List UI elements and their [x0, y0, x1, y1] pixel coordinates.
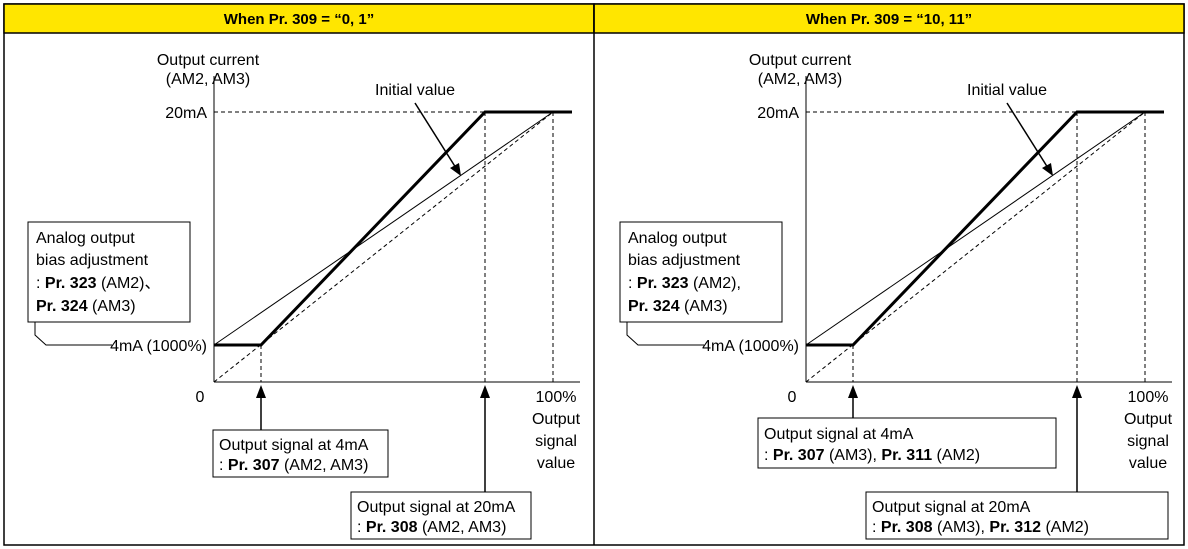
sig4-box-line2: : Pr. 307 (AM3), Pr. 311 (AM2) — [764, 447, 980, 464]
origin-label: 0 — [788, 389, 797, 406]
output-signal-4ma-box — [212, 429, 389, 478]
x-tick-100pct: 100% — [1128, 389, 1169, 406]
initial-value-line — [805, 111, 1146, 346]
y-axis-label-line1: Output current — [157, 52, 260, 69]
y-tick-4ma: 4mA (1000%) — [702, 338, 799, 355]
bias-box-line4: Pr. 324 (AM3) — [628, 298, 728, 315]
initial-value-arrowhead — [1042, 163, 1053, 176]
output-signal-20ma-box — [350, 491, 532, 540]
bias-adjustment-box — [27, 221, 191, 323]
initial-value-arrowhead — [450, 163, 461, 176]
x-axis-label-line2: signal — [1127, 433, 1169, 450]
header-right-bg — [593, 3, 1185, 34]
panel-header: When Pr. 309 = “0, 1” — [224, 11, 374, 28]
adjusted-output-line — [806, 110, 1164, 347]
right-panel: Output current (AM2, AM3) Initial value … — [619, 52, 1173, 540]
bias-box-line1: Analog output — [628, 230, 727, 247]
initial-value-line — [213, 111, 554, 346]
sig20-arrowhead — [480, 385, 490, 398]
x-axis-label-line1: Output — [532, 411, 581, 428]
sig4-box-line2: : Pr. 307 (AM2, AM3) — [219, 457, 368, 474]
sig4-box-line1: Output signal at 4mA — [764, 426, 914, 443]
sig20-box-line1: Output signal at 20mA — [872, 499, 1031, 516]
bias-box-line1: Analog output — [36, 230, 135, 247]
initial-value-label: Initial value — [375, 82, 455, 99]
x-axis-label-line3: value — [537, 455, 575, 472]
sig20-box-line1: Output signal at 20mA — [357, 499, 516, 516]
bias-leader-line — [34, 322, 112, 346]
x-tick-100pct: 100% — [536, 389, 577, 406]
bias-box-line2: bias adjustment — [36, 252, 149, 269]
sig20-box-line2: : Pr. 308 (AM3), Pr. 312 (AM2) — [872, 519, 1089, 536]
x-axis-label-line2: signal — [535, 433, 577, 450]
y-tick-20ma: 20mA — [165, 105, 207, 122]
bias-box-line3: : Pr. 323 (AM2)、 — [36, 275, 161, 292]
left-panel: Output current (AM2, AM3) Initial value … — [27, 52, 581, 540]
initial-value-pointer — [1006, 102, 1049, 169]
panel-header: When Pr. 309 = “10, 11” — [806, 11, 972, 28]
sig4-arrowhead — [848, 385, 858, 398]
x-axis-label-line3: value — [1129, 455, 1167, 472]
sig4-arrowhead — [256, 385, 266, 398]
initial-value-pointer — [414, 102, 457, 169]
output-signal-20ma-box — [865, 491, 1169, 540]
y-axis-label-line1: Output current — [749, 52, 852, 69]
header-left-bg — [3, 3, 595, 34]
bias-box-line4: Pr. 324 (AM3) — [36, 298, 136, 315]
y-axis-label-line2: (AM2, AM3) — [166, 71, 250, 88]
bias-box-line2: bias adjustment — [628, 252, 741, 269]
y-tick-20ma: 20mA — [757, 105, 799, 122]
y-tick-4ma: 4mA (1000%) — [110, 338, 207, 355]
sig20-arrowhead — [1072, 385, 1082, 398]
initial-value-label: Initial value — [967, 82, 1047, 99]
bias-adjustment-box — [619, 221, 783, 323]
sig20-box-line2: : Pr. 308 (AM2, AM3) — [357, 519, 506, 536]
y-axis-label-line2: (AM2, AM3) — [758, 71, 842, 88]
bias-leader-line — [626, 322, 704, 346]
bias-box-line3: : Pr. 323 (AM2), — [628, 275, 741, 292]
x-axis-label-line1: Output — [1124, 411, 1173, 428]
adjusted-output-line — [214, 110, 572, 347]
output-signal-4ma-box — [757, 417, 1057, 469]
sig4-box-line1: Output signal at 4mA — [219, 437, 369, 454]
origin-label: 0 — [196, 389, 205, 406]
